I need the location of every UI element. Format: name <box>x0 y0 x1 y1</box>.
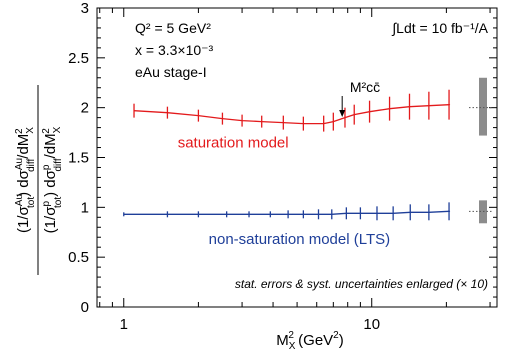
x-tick-label: 1 <box>120 316 128 333</box>
chart-layer: 0 0.5 1 1.5 2 2.5 3 1 10 saturation model non-satu… <box>68 0 498 333</box>
annotation-lumi: ∫Ldt = 10 fb⁻¹/A <box>391 20 488 36</box>
annotation-errors-note: stat. errors & syst. uncertainties enlar… <box>235 277 488 291</box>
y-tick-label: 1.5 <box>68 150 89 167</box>
x-axis-label: MX2 (GeV2) <box>276 330 343 352</box>
annotation-stage: eAu stage-I <box>135 64 207 80</box>
y-tick-label: 0.5 <box>68 249 89 266</box>
series-line-0 <box>133 104 450 125</box>
x-tick-label: 10 <box>363 316 380 333</box>
y-tick-label: 1 <box>81 199 89 216</box>
y-axis-label: (1/σAutot) dσAudiff/dMX2 (1/σptot) dσpdi… <box>14 85 64 275</box>
annotation-q2: Q² = 5 GeV² <box>135 20 211 36</box>
annotation-mcc: M²cc̄ <box>350 79 380 95</box>
series-label-saturation: saturation model <box>178 135 289 152</box>
svg-text:(1/σAutot) dσAudiff/dMX2: (1/σAutot) dσAudiff/dMX2 <box>14 127 37 233</box>
y-tick-label: 2.5 <box>68 50 89 67</box>
y-tick-label: 3 <box>81 0 89 17</box>
y-tick-label: 2 <box>81 100 89 117</box>
y-tick-label: 0 <box>81 299 89 316</box>
annotation-x: x = 3.3×10⁻³ <box>135 42 214 58</box>
mcc-arrow-head <box>339 110 346 117</box>
series-label-nonsaturation: non-saturation model (LTS) <box>209 231 390 248</box>
svg-text:(1/σptot) dσpdiff/dMX2: (1/σptot) dσpdiff/dMX2 <box>41 126 64 233</box>
syst-uncertainty-band <box>479 77 487 136</box>
series-line-1 <box>123 210 450 215</box>
